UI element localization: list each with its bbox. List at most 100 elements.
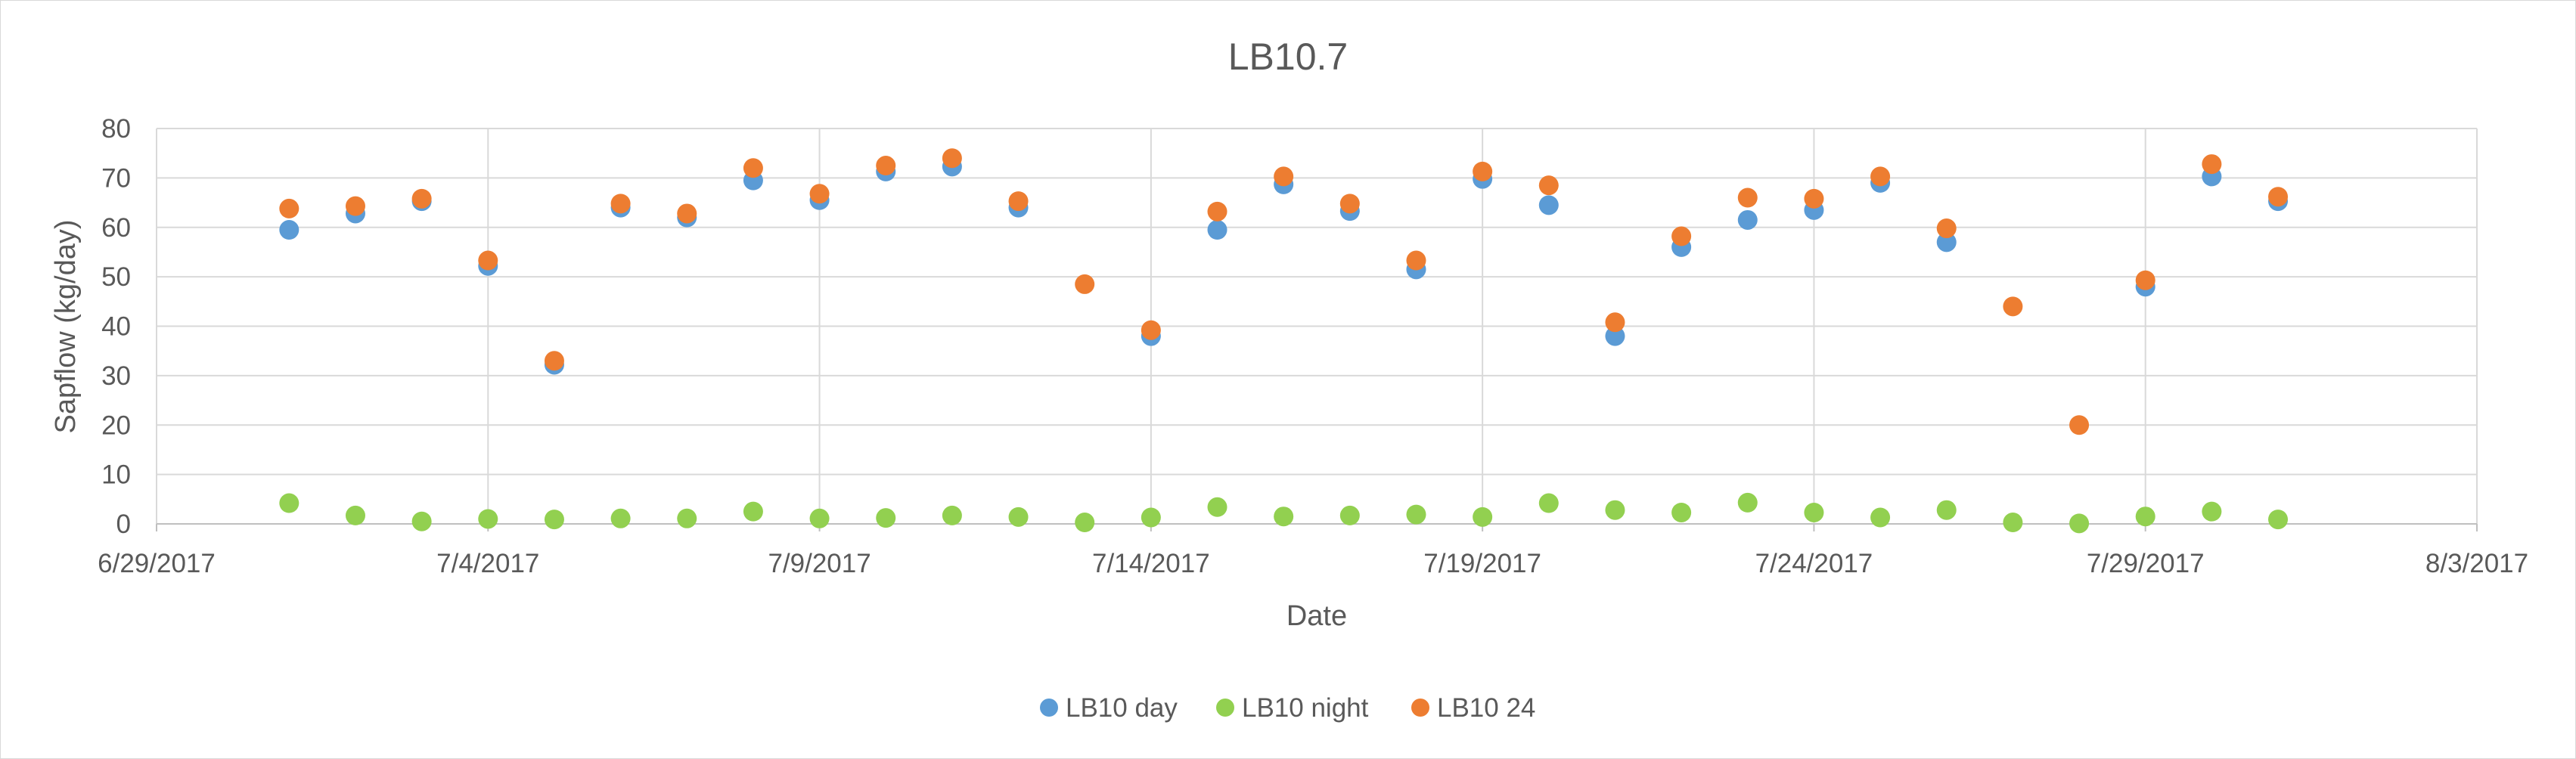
x-tick-label: 7/24/2017 <box>1755 549 1873 578</box>
y-tick-label: 10 <box>101 460 131 490</box>
data-point <box>2069 415 2090 435</box>
data-point <box>942 148 962 169</box>
y-tick-label: 30 <box>101 361 131 391</box>
data-point <box>345 505 365 525</box>
y-tick-label: 80 <box>101 114 131 144</box>
data-point <box>2202 154 2222 175</box>
data-point <box>1406 504 1426 525</box>
data-point <box>1207 220 1227 240</box>
data-point <box>610 508 631 528</box>
data-point <box>1737 492 1758 513</box>
data-point <box>279 220 299 240</box>
legend-marker <box>1216 699 1234 717</box>
data-point <box>1075 513 1095 533</box>
x-tick-label: 6/29/2017 <box>98 549 216 578</box>
data-point <box>1936 218 1957 239</box>
x-axis-title: Date <box>1286 600 1347 632</box>
data-point <box>1141 320 1161 340</box>
y-axis-title: Sapflow (kg/day) <box>50 219 82 433</box>
data-point <box>1804 188 1824 209</box>
data-point <box>942 505 962 525</box>
data-point <box>1671 502 1692 522</box>
data-point <box>2268 187 2289 207</box>
data-point <box>1339 505 1360 525</box>
legend-label: LB10 24 <box>1437 693 1535 723</box>
data-point <box>1274 166 1294 187</box>
data-points <box>279 148 2289 534</box>
y-tick-label: 70 <box>101 163 131 193</box>
data-point <box>2069 513 2090 534</box>
x-tick-label: 8/3/2017 <box>2425 549 2528 578</box>
y-tick-label: 40 <box>101 312 131 342</box>
data-point <box>1274 507 1294 527</box>
chart-title: LB10.7 <box>1228 36 1348 78</box>
data-point <box>677 203 697 224</box>
data-point <box>677 508 697 528</box>
data-point <box>1141 507 1161 528</box>
legend-label: LB10 day <box>1066 693 1178 723</box>
x-tick-label: 7/29/2017 <box>2087 549 2205 578</box>
data-point <box>544 510 564 530</box>
data-point <box>1008 507 1029 527</box>
legend-marker <box>1040 699 1058 717</box>
data-point <box>279 198 299 218</box>
data-point <box>411 188 432 209</box>
data-point <box>2202 501 2222 522</box>
data-point <box>743 158 763 178</box>
data-point <box>1339 194 1360 214</box>
series-0 <box>279 156 2289 375</box>
x-tick-label: 7/14/2017 <box>1092 549 1210 578</box>
data-point <box>2003 296 2023 317</box>
data-point <box>345 196 365 216</box>
data-point <box>279 493 299 513</box>
data-point <box>1406 250 1426 271</box>
legend-label: LB10 night <box>1242 693 1369 723</box>
data-point <box>1870 166 1891 187</box>
data-point <box>1538 493 1559 513</box>
data-point <box>478 509 498 529</box>
data-point <box>478 250 498 271</box>
y-tick-labels: 0 10 20 30 40 50 60 70 80 <box>101 114 131 539</box>
data-point <box>2135 270 2155 290</box>
data-point <box>1936 500 1957 520</box>
data-point <box>1605 500 1625 520</box>
y-tick-label: 0 <box>116 510 131 539</box>
data-point <box>1473 161 1493 181</box>
data-point <box>1008 191 1029 212</box>
data-point <box>2135 507 2155 527</box>
x-tick-label: 7/19/2017 <box>1423 549 1541 578</box>
series-1 <box>279 492 2289 534</box>
y-tick-label: 50 <box>101 262 131 292</box>
data-point <box>1207 201 1227 222</box>
data-point <box>411 511 432 531</box>
data-point <box>1936 232 1957 252</box>
x-tick-label: 7/4/2017 <box>436 549 539 578</box>
data-point <box>809 508 830 528</box>
data-point <box>610 194 631 214</box>
data-point <box>1473 507 1493 527</box>
data-point <box>1605 312 1625 333</box>
data-point <box>1538 195 1559 215</box>
data-point <box>1804 502 1824 522</box>
y-tick-label: 60 <box>101 213 131 243</box>
y-tick-label: 20 <box>101 410 131 440</box>
data-point <box>743 501 763 522</box>
data-point <box>1207 497 1227 517</box>
gridlines <box>156 128 2478 524</box>
data-point <box>1671 226 1692 246</box>
legend-marker <box>1411 699 1429 717</box>
data-point <box>876 508 896 528</box>
data-point <box>2003 513 2023 533</box>
data-point <box>1538 175 1559 196</box>
data-point <box>544 351 564 371</box>
axes <box>156 523 2478 531</box>
data-point <box>809 184 830 204</box>
legend: LB10 day LB10 night LB10 24 <box>1040 693 1535 723</box>
data-point <box>1605 326 1625 346</box>
data-point <box>1737 187 1758 208</box>
data-point <box>876 156 896 176</box>
data-point <box>2268 510 2289 530</box>
data-point <box>1075 274 1095 294</box>
